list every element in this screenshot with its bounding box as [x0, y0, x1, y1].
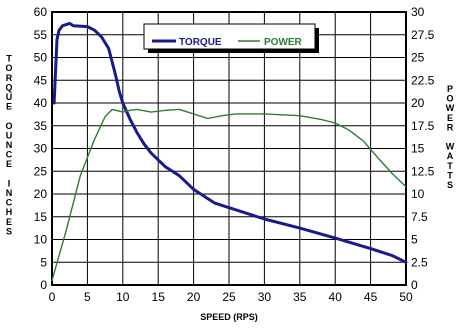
- y-tick-label-left: 60: [34, 5, 48, 19]
- left-tick-labels: 0 5 10 15 20 25 30 35 40 45 50 55 60: [34, 5, 48, 292]
- y-tick-label-left: 30: [34, 142, 48, 156]
- y-tick-label-left: 45: [34, 73, 48, 87]
- x-tick-label: 5: [84, 290, 91, 304]
- y-tick-label-right: 10: [411, 187, 425, 201]
- y-tick-label-right: 2.5: [411, 255, 428, 269]
- y-tick-label-left: 20: [34, 187, 48, 201]
- y-tick-label-right: 7.5: [411, 210, 428, 224]
- y-tick-label-right: 15: [411, 142, 425, 156]
- x-tick-labels: 0 5 10 15 20 25 30 35 40 45 50: [49, 290, 413, 304]
- y-tick-label-right: 22.5: [411, 73, 435, 87]
- series-line-power: [51, 108, 407, 282]
- x-tick-label: 50: [399, 290, 413, 304]
- y-tick-label-left: 50: [34, 51, 48, 65]
- x-tick-label: 30: [258, 290, 272, 304]
- y-tick-label-left: 35: [34, 119, 48, 133]
- x-tick-label: 25: [222, 290, 236, 304]
- y-tick-label-left: 10: [34, 233, 48, 247]
- y-tick-label-left: 0: [40, 278, 47, 292]
- x-tick-label: 45: [364, 290, 378, 304]
- y-tick-label-left: 55: [34, 28, 48, 42]
- y-tick-label-right: 12.5: [411, 164, 435, 178]
- x-tick-label: 10: [116, 290, 130, 304]
- series-layer: [51, 21, 408, 282]
- y-tick-label-left: 40: [34, 96, 48, 110]
- x-tick-label: 40: [329, 290, 343, 304]
- grid: [51, 11, 407, 286]
- x-axis-label: SPEED (RPS): [200, 312, 258, 322]
- x-tick-label: 0: [49, 290, 56, 304]
- y-tick-label-right: 20: [411, 96, 425, 110]
- y-tick-label-right: 17.5: [411, 119, 435, 133]
- legend: TORQUE POWER: [143, 23, 319, 53]
- y-tick-label-left: 15: [34, 210, 48, 224]
- legend-label-power: POWER: [264, 37, 303, 48]
- x-tick-label: 15: [152, 290, 166, 304]
- y-tick-label-right: 25: [411, 51, 425, 65]
- series-line-torque: [52, 21, 408, 264]
- y-tick-label-right: 27.5: [411, 28, 435, 42]
- x-tick-label: 35: [293, 290, 307, 304]
- y-tick-label-right: 0: [411, 278, 418, 292]
- y-tick-label-right: 5: [411, 233, 418, 247]
- right-tick-labels: 0 2.5 5 7.5 10 12.5 15 17.5 20 22.5 25 27.5 30: [411, 5, 435, 292]
- y-tick-label-left: 25: [34, 164, 48, 178]
- x-tick-label: 20: [187, 290, 201, 304]
- legend-label-torque: TORQUE: [179, 37, 222, 48]
- y-tick-label-right: 30: [411, 5, 425, 19]
- legend-box: [143, 23, 316, 50]
- y-tick-label-left: 5: [40, 255, 47, 269]
- plot-frame: [51, 11, 407, 286]
